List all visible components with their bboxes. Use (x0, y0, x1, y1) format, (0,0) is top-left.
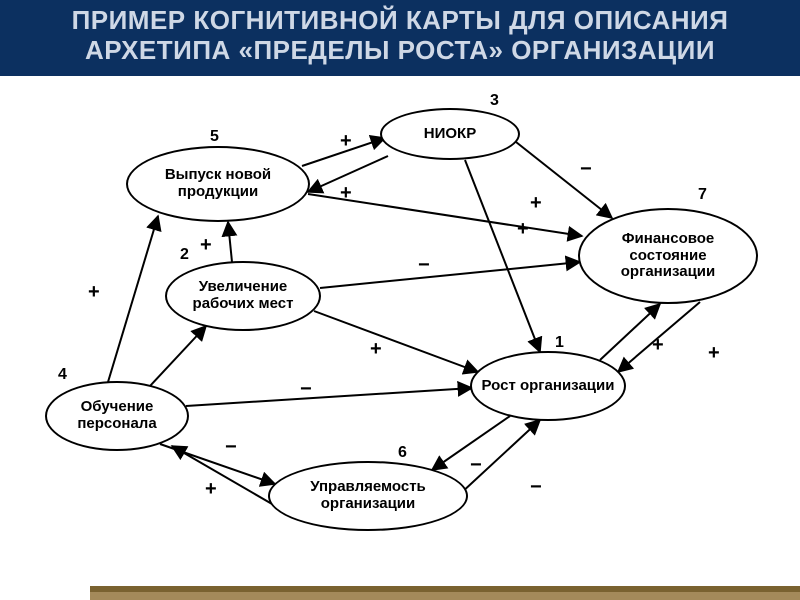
edge-3-1 (465, 160, 540, 352)
node-number-4: 4 (58, 366, 67, 384)
edge-sign-2-7: − (418, 254, 430, 277)
edge-2-5 (228, 222, 232, 262)
edge-sign-5-3: + (340, 130, 352, 153)
edge-sign-5-7: + (530, 192, 542, 215)
edge-1-7 (600, 304, 660, 360)
edge-sign-3-5: + (340, 182, 352, 205)
cognitive-map-diagram: Рост организации1 Увеличение рабочих мест… (0, 76, 800, 566)
node-number-5: 5 (210, 128, 219, 146)
node-2: Увеличение рабочих мест (165, 261, 321, 331)
edge-sign-6-1: − (530, 476, 542, 499)
edge-4-1 (186, 388, 472, 406)
node-3: НИОКР (380, 108, 520, 160)
edge-sign-2-5: + (200, 234, 212, 257)
node-6: Управляемость организации (268, 461, 468, 531)
edge-sign-4-1: − (300, 378, 312, 401)
edge-4-5 (108, 216, 158, 382)
edge-4-6 (160, 444, 275, 484)
node-7: Финансовое состояние организации (578, 208, 758, 304)
edge-2-1 (314, 311, 478, 372)
node-number-3: 3 (490, 92, 499, 110)
node-1: Рост организации (470, 351, 626, 421)
slide-title: ПРИМЕР КОГНИТИВНОЙ КАРТЫ ДЛЯ ОПИСАНИЯ АР… (0, 0, 800, 76)
node-number-6: 6 (398, 444, 407, 462)
edge-2-7 (320, 262, 580, 288)
footer-band-2 (90, 586, 800, 592)
node-number-1: 1 (555, 334, 564, 352)
edge-sign-7-1: + (708, 342, 720, 365)
edge-sign-1-6: − (470, 454, 482, 477)
node-number-7: 7 (698, 186, 707, 204)
edge-6-4 (172, 446, 272, 504)
edge-sign-6-4: − (225, 436, 237, 459)
edge-sign-4-5: + (88, 281, 100, 304)
edge-sign-3-7: − (580, 158, 592, 181)
edge-4-2 (150, 326, 206, 386)
edge-sign-1-7: + (652, 334, 664, 357)
edge-sign-3-1: + (517, 218, 529, 241)
edge-sign-2-1: + (370, 338, 382, 361)
node-number-2: 2 (180, 246, 189, 264)
node-5: Выпуск новой продукции (126, 146, 310, 222)
edge-sign-4-6: + (205, 478, 217, 501)
node-4: Обучение персонала (45, 381, 189, 451)
